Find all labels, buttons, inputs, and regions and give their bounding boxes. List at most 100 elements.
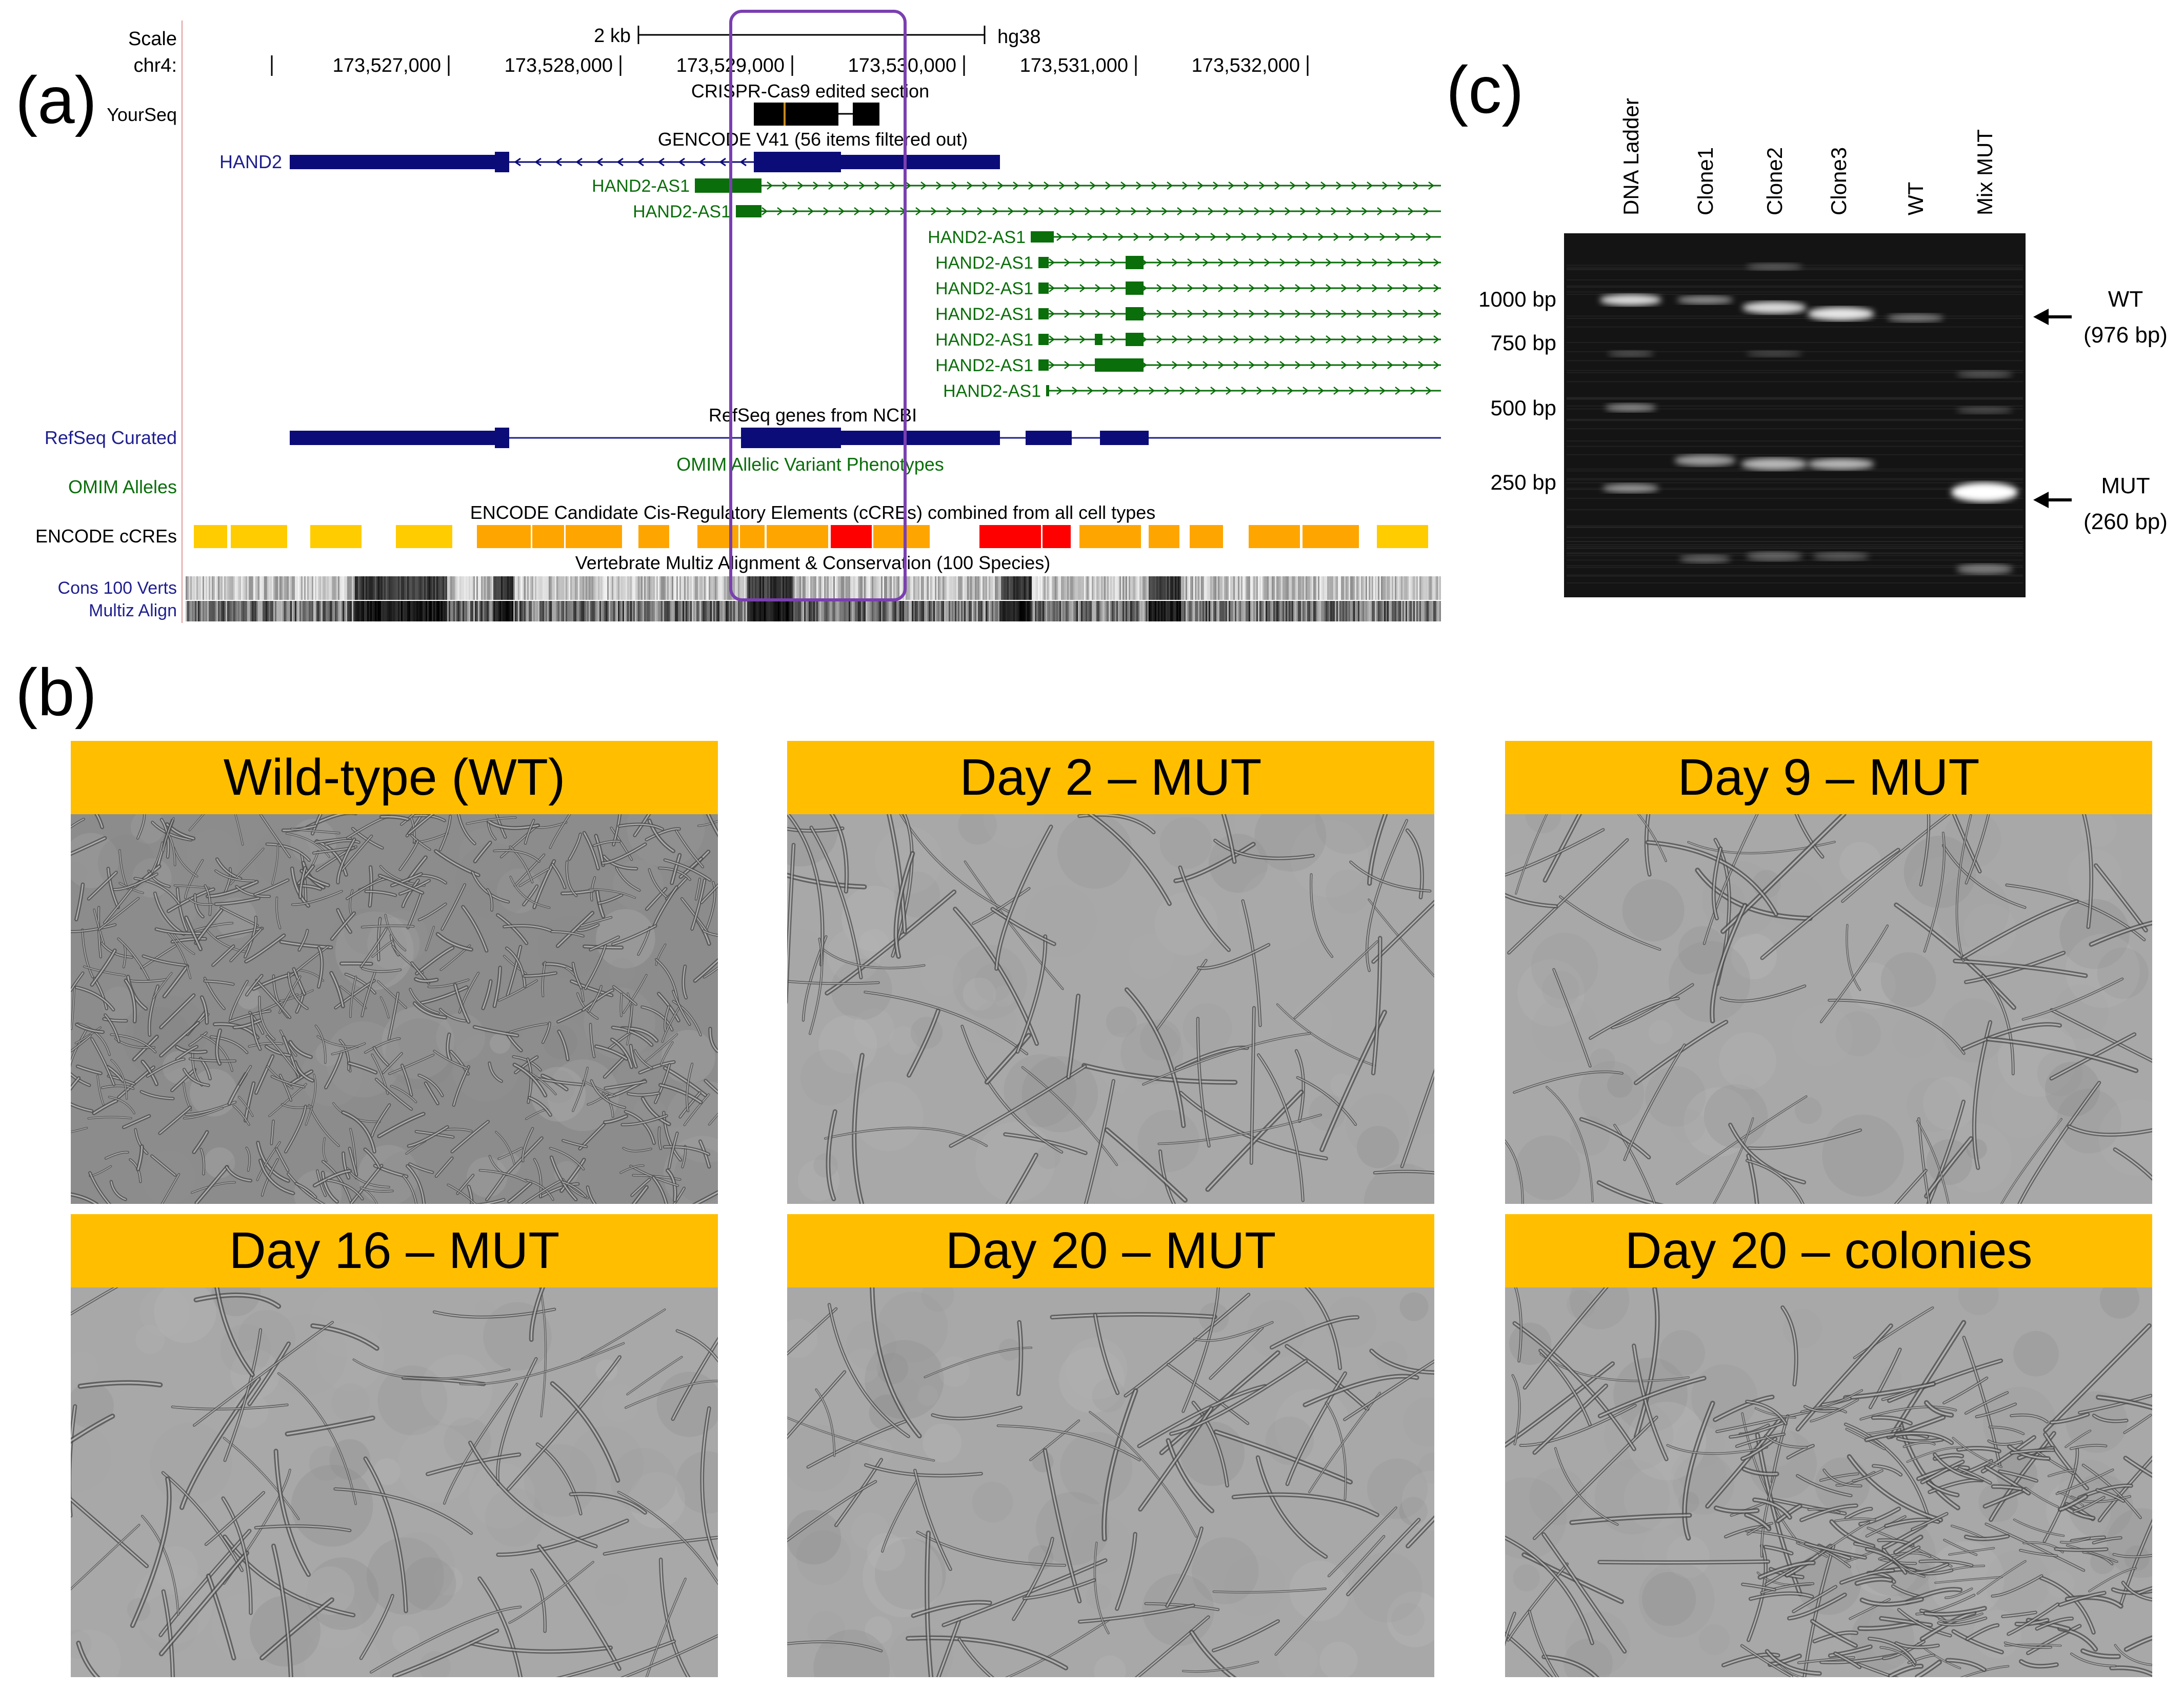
cons-bar — [726, 576, 727, 600]
multiz-bar — [576, 601, 578, 621]
cell-highlight — [522, 1127, 533, 1162]
cons-bar — [1235, 576, 1236, 600]
multiz-bar — [503, 601, 504, 621]
cons-bar — [249, 576, 250, 600]
multiz-bar — [195, 601, 196, 621]
multiz-bar — [1150, 601, 1152, 621]
cell-highlight — [2059, 1592, 2106, 1606]
multiz-bar — [1361, 601, 1363, 621]
multiz-bar — [1153, 601, 1155, 621]
cons-bar — [1332, 576, 1333, 600]
cell-highlight — [201, 1149, 205, 1175]
texture — [403, 1557, 456, 1610]
cell-highlight — [1624, 1044, 1685, 1160]
cons-bar — [1413, 576, 1415, 600]
cell-highlight — [1372, 937, 1381, 1074]
ladder-250: 250 bp — [1491, 470, 1556, 494]
cons-bar — [1132, 576, 1133, 600]
cell-highlight — [1957, 1447, 2000, 1452]
cons-bar — [609, 576, 610, 600]
cons-bar — [1221, 576, 1223, 600]
multiz-bar — [838, 601, 839, 621]
cons-bar — [464, 576, 466, 600]
cell-highlight — [102, 1085, 134, 1090]
multiz-bar — [352, 601, 353, 621]
cons-bar — [1023, 576, 1024, 600]
texture — [133, 1564, 213, 1644]
cons-bar — [947, 576, 949, 600]
cons-bar — [1438, 576, 1439, 600]
multiz-bar — [1190, 601, 1192, 621]
cons-bar — [263, 576, 264, 600]
multiz-bar — [1224, 601, 1226, 621]
multiz-bar — [1372, 601, 1373, 621]
cons-bar — [236, 576, 238, 600]
cell-highlight — [1183, 1287, 1219, 1412]
multiz-bar — [906, 601, 907, 621]
cell-highlight — [1840, 1569, 1894, 1584]
multiz-bar — [1029, 601, 1030, 621]
cell-highlight — [1370, 1350, 1434, 1374]
cell-highlight — [472, 871, 509, 903]
cell-highlight — [409, 1163, 433, 1173]
multiz-bar — [552, 601, 553, 621]
cons-bar — [738, 576, 739, 600]
cons-bar — [1323, 576, 1324, 600]
cons-bar — [1238, 576, 1239, 600]
multiz-bar — [399, 601, 401, 621]
cell-highlight — [222, 1497, 252, 1614]
cons-bar — [1269, 576, 1270, 600]
cons-bar — [1299, 576, 1301, 600]
multiz-bar — [575, 601, 576, 621]
texture — [315, 1041, 341, 1066]
cons-bar — [643, 576, 644, 600]
cell-highlight — [364, 1189, 377, 1204]
multiz-bar — [1090, 601, 1092, 621]
cell-highlight — [2125, 1457, 2152, 1477]
cons-bar — [1159, 576, 1161, 600]
cell-highlight — [71, 837, 106, 855]
multiz-bar — [464, 601, 466, 621]
cell-highlight — [557, 912, 593, 947]
cons-bar — [1232, 576, 1233, 600]
multiz-bar — [603, 601, 604, 621]
multiz-bar — [878, 601, 879, 621]
cons-bar — [926, 576, 927, 600]
gel-streak — [1567, 526, 2023, 528]
multiz-bar — [253, 601, 255, 621]
multiz-bar — [1067, 601, 1069, 621]
cell-highlight — [1512, 1375, 1520, 1445]
cell-highlight — [454, 984, 470, 1023]
cons-bar — [478, 576, 479, 600]
cons-bar — [1173, 576, 1175, 600]
cell-highlight — [474, 1026, 518, 1036]
multiz-bar — [690, 601, 692, 621]
cell-highlight — [160, 1552, 248, 1655]
multiz-bar — [696, 601, 698, 621]
cons-bar — [913, 576, 915, 600]
cons-bar — [927, 576, 929, 600]
cell-highlight — [2011, 1414, 2048, 1423]
multiz-bar — [1327, 601, 1329, 621]
multiz-bar — [683, 601, 684, 621]
multiz-bar — [375, 601, 376, 621]
multiz-bar — [355, 601, 356, 621]
texture — [1985, 1550, 2050, 1615]
cons-bar — [1141, 576, 1143, 600]
cell-highlight — [364, 1149, 380, 1168]
multiz-bar — [853, 601, 855, 621]
multiz-bar — [1199, 601, 1201, 621]
cons-bar — [1401, 576, 1402, 600]
cons-bar — [975, 576, 976, 600]
cell-highlight — [1927, 1481, 1958, 1496]
cons-bar — [649, 576, 650, 600]
texture — [451, 1033, 520, 1101]
cons-bar — [489, 576, 490, 600]
multiz-bar — [1316, 601, 1318, 621]
multiz-bar — [1136, 601, 1138, 621]
cell-highlight — [453, 1066, 470, 1106]
cons-bar — [1155, 576, 1156, 600]
crispr-edited-section — [754, 103, 879, 126]
cons-bar — [296, 576, 298, 600]
hand2-gene-model — [290, 152, 1000, 172]
